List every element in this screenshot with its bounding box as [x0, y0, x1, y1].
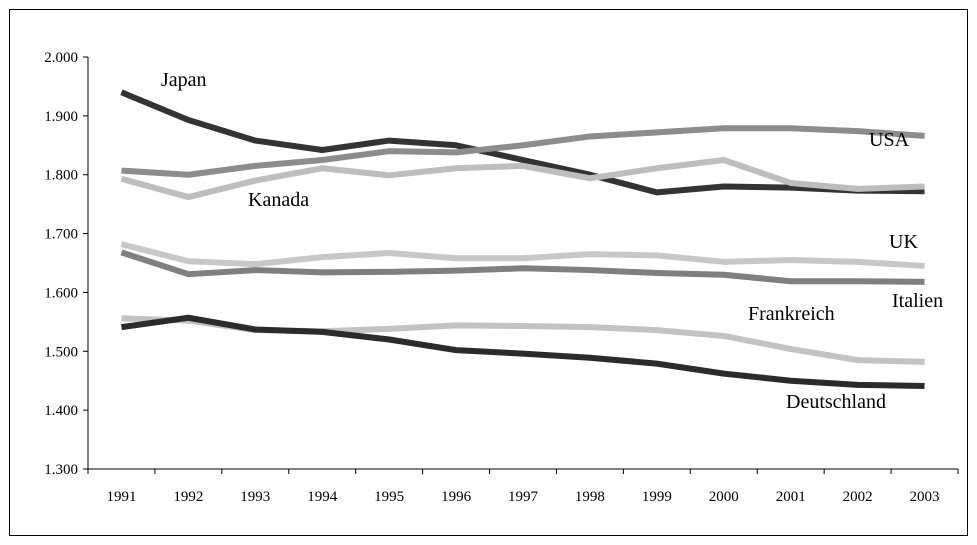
- axes: [87, 57, 958, 470]
- series-label-uk: UK: [889, 231, 918, 253]
- x-tick-label: 2001: [776, 489, 806, 505]
- x-tick-label: 1996: [441, 489, 472, 505]
- series-line-japan: [120, 89, 925, 196]
- x-tick-label: 1994: [307, 489, 338, 505]
- series-label-usa: USA: [869, 129, 910, 151]
- y-tick-label: 1.900: [44, 109, 78, 125]
- y-tick-label: 1.600: [44, 285, 78, 301]
- x-tick-label: 1998: [575, 489, 605, 505]
- x-tick-label: 1993: [240, 489, 270, 505]
- series-lines: [120, 89, 925, 390]
- y-tick-label: 1.700: [44, 227, 78, 243]
- series-line-kanada: [120, 157, 925, 201]
- x-tick-label: 1997: [508, 489, 539, 505]
- y-tick-label: 1.500: [44, 344, 78, 360]
- x-tick-label: 1991: [106, 489, 136, 505]
- x-tick-label: 2002: [843, 489, 873, 505]
- series-label-italien: Italien: [892, 290, 943, 312]
- x-tick-label: 2000: [709, 489, 739, 505]
- x-tick-label: 1999: [642, 489, 672, 505]
- y-tick-label: 1.400: [44, 403, 78, 419]
- x-tick-labels: 1991 1992 1993 1994 1995 1996 1997 1998 1999 2000…: [87, 469, 959, 505]
- y-tick-label: 1.800: [44, 168, 78, 184]
- series-line-uk: [120, 241, 925, 269]
- series-label-kanada: Kanada: [248, 189, 309, 211]
- series-label-deutschland: Deutschland: [786, 391, 886, 413]
- series-label-frankreich: Frankreich: [748, 303, 835, 325]
- x-tick-label: 1992: [173, 489, 203, 505]
- series-line-usa: [121, 125, 925, 178]
- y-tick-labels: 1.300 1.400 1.500 1.600 1.700 1.800 1.900 2.000: [44, 50, 88, 478]
- x-tick-label: 1995: [374, 489, 404, 505]
- y-tick-label: 2.000: [44, 50, 78, 66]
- x-tick-label: 2003: [910, 489, 940, 505]
- series-label-japan: Japan: [161, 69, 207, 91]
- series-line-deutschland: [121, 314, 925, 390]
- y-tick-label: 1.300: [44, 462, 78, 478]
- series-labels: Japan USA Kanada UK Italien Frankreich D…: [161, 69, 943, 413]
- series-line-italien: [120, 249, 925, 285]
